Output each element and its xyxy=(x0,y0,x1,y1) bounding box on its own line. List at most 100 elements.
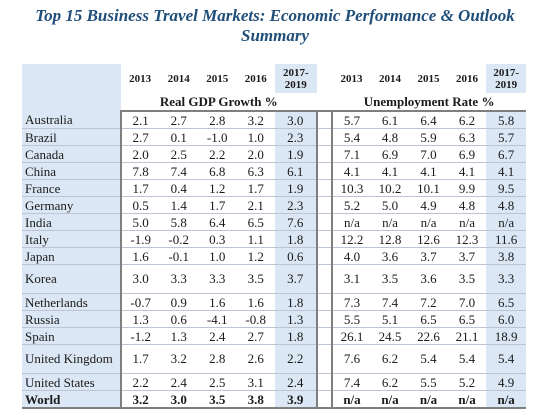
unemployment-value: 6.9 xyxy=(447,145,487,163)
unemployment-value: 4.8 xyxy=(486,196,526,214)
unemployment-value: 10.1 xyxy=(409,179,448,197)
gdp-value: 6.5 xyxy=(236,213,275,231)
gdp-value: 2.0 xyxy=(120,145,160,163)
gdp-value: 3.5 xyxy=(236,264,275,294)
table-row: Korea 3.0 3.3 3.3 3.5 3.7 3.1 3.5 3.6 3.5 3.3 xyxy=(22,264,526,294)
gdp-value: 0.6 xyxy=(274,247,317,265)
unemployment-value: 3.8 xyxy=(486,247,526,265)
unemployment-value: 4.1 xyxy=(409,162,448,180)
country-name: Brazil xyxy=(22,128,122,146)
gap-cell xyxy=(315,390,334,409)
gap-cell xyxy=(315,344,334,374)
unemployment-value: n/a xyxy=(486,213,526,231)
table-row: Russia 1.3 0.6 -4.1 -0.8 1.3 5.5 5.1 6.5 6.5 6.0 xyxy=(22,310,526,328)
country-name: Canada xyxy=(22,145,122,163)
unemployment-value: 7.0 xyxy=(447,293,487,311)
table-row: China 7.8 7.4 6.8 6.3 6.1 4.1 4.1 4.1 4.1 4.1 xyxy=(22,162,526,180)
gdp-value: 1.8 xyxy=(274,327,317,345)
unemployment-value: 7.4 xyxy=(332,373,371,391)
gdp-value: 0.1 xyxy=(159,128,198,146)
gdp-value: 1.3 xyxy=(120,310,160,328)
gap-cell xyxy=(315,162,334,180)
gdp-value: -1.2 xyxy=(120,327,160,345)
gdp-value: 1.7 xyxy=(120,179,160,197)
country-name: United Kingdom xyxy=(22,344,122,374)
unemp-year-header: 2015 xyxy=(409,64,448,93)
unemployment-value: 3.7 xyxy=(447,247,487,265)
table-row: India 5.0 5.8 6.4 6.5 7.6 n/a n/a n/a n/a n/a xyxy=(22,213,526,231)
unemployment-value: 5.2 xyxy=(447,373,487,391)
gdp-value: 2.2 xyxy=(274,344,317,374)
unemployment-value: 9.5 xyxy=(486,179,526,197)
unemployment-value: 26.1 xyxy=(332,327,371,345)
gdp-value: 0.6 xyxy=(159,310,198,328)
unemployment-value: 6.5 xyxy=(486,293,526,311)
unemployment-value: 3.1 xyxy=(332,264,371,294)
unemp-year-header: 2014 xyxy=(370,64,410,93)
country-name: Russia xyxy=(22,310,122,328)
unemployment-value: 12.6 xyxy=(409,230,448,248)
gdp-value: 2.4 xyxy=(274,373,317,391)
unemployment-value: 6.0 xyxy=(486,310,526,328)
gdp-value: 3.1 xyxy=(236,373,275,391)
gdp-value: 6.3 xyxy=(236,162,275,180)
gdp-value: -0.7 xyxy=(120,293,160,311)
gap-cell xyxy=(315,213,334,231)
gdp-value: 6.4 xyxy=(197,213,237,231)
gdp-value: 1.7 xyxy=(236,179,275,197)
unemployment-value: 4.1 xyxy=(370,162,410,180)
gdp-value: 1.3 xyxy=(274,310,317,328)
gap-cell xyxy=(315,373,334,391)
unemployment-value: n/a xyxy=(447,390,487,409)
gdp-value: 2.5 xyxy=(159,145,198,163)
unemployment-value: 5.8 xyxy=(486,111,526,129)
gdp-value: 2.0 xyxy=(236,145,275,163)
unemployment-value: 3.6 xyxy=(370,247,410,265)
country-name: Germany xyxy=(22,196,122,214)
table-row: Italy -1.9 -0.2 0.3 1.1 1.8 12.2 12.8 12.6 12.3 11… xyxy=(22,230,526,248)
unemployment-value: 6.2 xyxy=(370,373,410,391)
gdp-value: 1.9 xyxy=(274,179,317,197)
unemployment-value: 5.4 xyxy=(447,344,487,374)
unemployment-value: 3.5 xyxy=(447,264,487,294)
table-row: France 1.7 0.4 1.2 1.7 1.9 10.3 10.2 10.1 9.9 9.5 xyxy=(22,179,526,197)
gdp-value: 1.7 xyxy=(197,196,237,214)
unemployment-value: 5.1 xyxy=(370,310,410,328)
gdp-value: 1.1 xyxy=(236,230,275,248)
unemp-section-header: Unemployment Rate % xyxy=(332,93,526,112)
gdp-value: 2.2 xyxy=(197,145,237,163)
gdp-value: 3.8 xyxy=(236,390,275,409)
unemployment-value: 24.5 xyxy=(370,327,410,345)
gdp-year-header: 2015 xyxy=(197,64,237,93)
gdp-value: 1.6 xyxy=(120,247,160,265)
gdp-value: 3.3 xyxy=(159,264,198,294)
gdp-value: 2.4 xyxy=(197,327,237,345)
gdp-value: -1.0 xyxy=(197,128,237,146)
gdp-value: 2.7 xyxy=(120,128,160,146)
gdp-value: -0.8 xyxy=(236,310,275,328)
gdp-year-header: 2017-2019 xyxy=(274,64,317,93)
country-name: Japan xyxy=(22,247,122,265)
economic-summary-table: 2013 2014 2015 2016 2017-2019 2013 2014 … xyxy=(22,64,526,409)
gap-cell xyxy=(315,128,334,146)
unemployment-value: 21.1 xyxy=(447,327,487,345)
gdp-value: 5.8 xyxy=(159,213,198,231)
gdp-value: 3.5 xyxy=(197,390,237,409)
gdp-value: -1.9 xyxy=(120,230,160,248)
unemp-year-header: 2013 xyxy=(332,64,371,93)
unemployment-value: 5.2 xyxy=(332,196,371,214)
unemployment-value: 4.1 xyxy=(447,162,487,180)
unemployment-value: 3.7 xyxy=(409,247,448,265)
gdp-value: 3.2 xyxy=(159,344,198,374)
gap-cell xyxy=(316,93,333,112)
gap-cell xyxy=(315,247,334,265)
unemployment-value: n/a xyxy=(332,213,371,231)
unemployment-value: n/a xyxy=(409,390,448,409)
gap-cell xyxy=(315,293,334,311)
gdp-value: 7.6 xyxy=(274,213,317,231)
gap-cell xyxy=(315,230,334,248)
country-name: Netherlands xyxy=(22,293,122,311)
world-row: World 3.2 3.0 3.5 3.8 3.9 n/a n/a n/a n/a n/a xyxy=(22,390,526,409)
gdp-section-header: Real GDP Growth % xyxy=(120,93,317,112)
